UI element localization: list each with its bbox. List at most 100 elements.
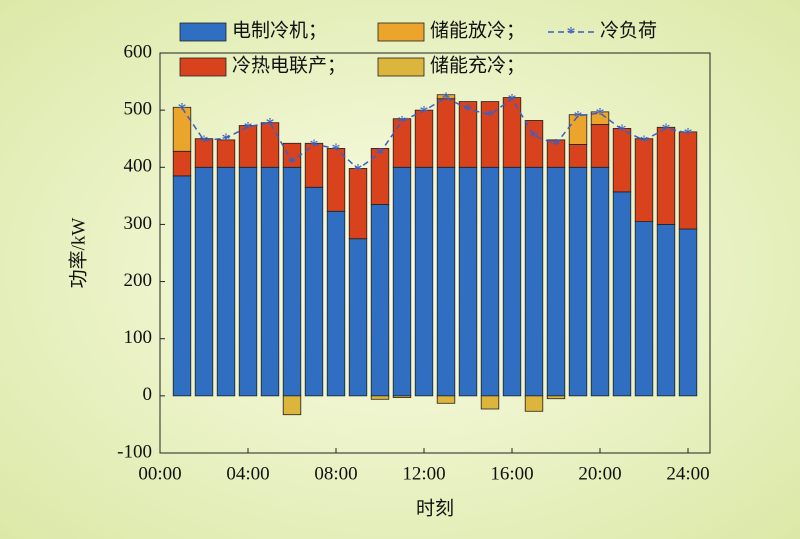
y-tick-label: 500 <box>124 99 153 120</box>
bar-segment <box>634 138 654 222</box>
bar-segment <box>194 138 214 168</box>
bar-segment <box>656 126 676 225</box>
load-marker: * <box>222 129 231 149</box>
load-marker: * <box>266 114 275 134</box>
y-axis-label: 功率/kW <box>67 218 89 289</box>
bar-segment <box>216 139 236 168</box>
bar-segment <box>678 228 698 397</box>
bar-segment <box>172 150 192 177</box>
legend-swatch <box>377 57 425 77</box>
bar-segment <box>612 191 632 397</box>
x-tick-label: 08:00 <box>314 463 357 484</box>
bar-segment <box>392 395 412 398</box>
y-tick-label: 0 <box>143 384 153 405</box>
bar-segment <box>590 124 610 168</box>
legend-swatch <box>179 57 227 77</box>
bar-segment <box>282 395 302 416</box>
bar-segment <box>568 144 588 168</box>
legend-swatch <box>377 22 425 42</box>
bar-segment <box>238 166 258 397</box>
load-marker: * <box>486 106 495 126</box>
bar-segment <box>458 101 478 168</box>
bar-segment <box>172 106 192 152</box>
load-marker: * <box>684 124 693 144</box>
plot-frame <box>159 52 711 454</box>
load-marker: * <box>552 135 561 155</box>
bar-segment <box>678 131 698 230</box>
load-marker: * <box>332 140 341 160</box>
y-tick-label: 600 <box>124 41 153 62</box>
load-line <box>181 96 689 170</box>
x-tick-label: 12:00 <box>402 463 445 484</box>
legend-label: 冷热电联产； <box>232 54 346 76</box>
bar-segment <box>590 166 610 397</box>
load-marker: * <box>662 120 671 140</box>
bar-segment <box>194 166 214 397</box>
x-tick-label: 24:00 <box>666 463 709 484</box>
load-marker: * <box>464 100 473 120</box>
load-marker: * <box>442 89 451 109</box>
legend-label: 电制冷机； <box>232 19 327 41</box>
bar-segment <box>480 166 500 397</box>
load-marker: * <box>310 136 319 156</box>
bar-segment <box>568 114 588 145</box>
load-marker: * <box>508 90 517 110</box>
bar-segment <box>612 128 632 193</box>
y-tick-label: 300 <box>124 213 153 234</box>
bar-segment <box>502 166 522 397</box>
bar-segment <box>238 125 258 168</box>
bar-segment <box>524 166 544 397</box>
x-tick-label: 20:00 <box>578 463 621 484</box>
legend-label: 冷负荷 <box>600 19 657 41</box>
bar-segment <box>480 101 500 168</box>
bar-segment <box>392 166 412 397</box>
y-tick-label: 400 <box>124 156 153 177</box>
bar-segment <box>502 97 522 168</box>
bar-segment <box>370 395 390 400</box>
bar-segment <box>524 120 544 168</box>
bar-segment <box>326 210 346 397</box>
load-marker: * <box>596 104 605 124</box>
x-tick-label: 04:00 <box>226 463 269 484</box>
load-marker: * <box>200 132 209 152</box>
bar-segment <box>480 395 500 410</box>
bar-segment <box>634 221 654 397</box>
bar-segment <box>304 186 324 397</box>
bar-segment <box>436 94 456 100</box>
bar-segment <box>436 166 456 397</box>
load-marker: * <box>354 160 363 180</box>
bar-segment <box>370 148 390 205</box>
legend-label: 储能放冷； <box>430 19 525 41</box>
load-marker: * <box>574 107 583 127</box>
load-marker: * <box>244 118 253 138</box>
legend-marker: * <box>567 23 576 43</box>
load-marker: * <box>376 144 385 164</box>
x-axis-label: 时刻 <box>416 497 454 519</box>
bar-segment <box>656 224 676 397</box>
bar-segment <box>304 142 324 188</box>
bar-segment <box>568 166 588 397</box>
bar-segment <box>436 98 456 168</box>
legend-swatch <box>179 22 227 42</box>
bar-segment <box>172 175 192 397</box>
y-tick-label: -100 <box>117 441 152 462</box>
load-marker: * <box>178 99 187 119</box>
bar-segment <box>348 238 368 397</box>
bar-segment <box>546 395 566 400</box>
bar-segment <box>458 166 478 397</box>
bar-segment <box>392 118 412 168</box>
x-tick-label: 00:00 <box>138 463 181 484</box>
bar-segment <box>414 166 434 397</box>
load-marker: * <box>530 127 539 147</box>
bar-segment <box>370 204 390 397</box>
bar-segment <box>216 166 236 397</box>
bar-segment <box>590 111 610 125</box>
y-tick-label: 100 <box>124 327 153 348</box>
y-tick-label: 200 <box>124 270 153 291</box>
load-marker: * <box>288 153 297 173</box>
bar-segment <box>546 139 566 168</box>
load-marker: * <box>618 121 627 141</box>
bar-segment <box>260 122 280 168</box>
legend-label: 储能充冷； <box>430 54 525 76</box>
